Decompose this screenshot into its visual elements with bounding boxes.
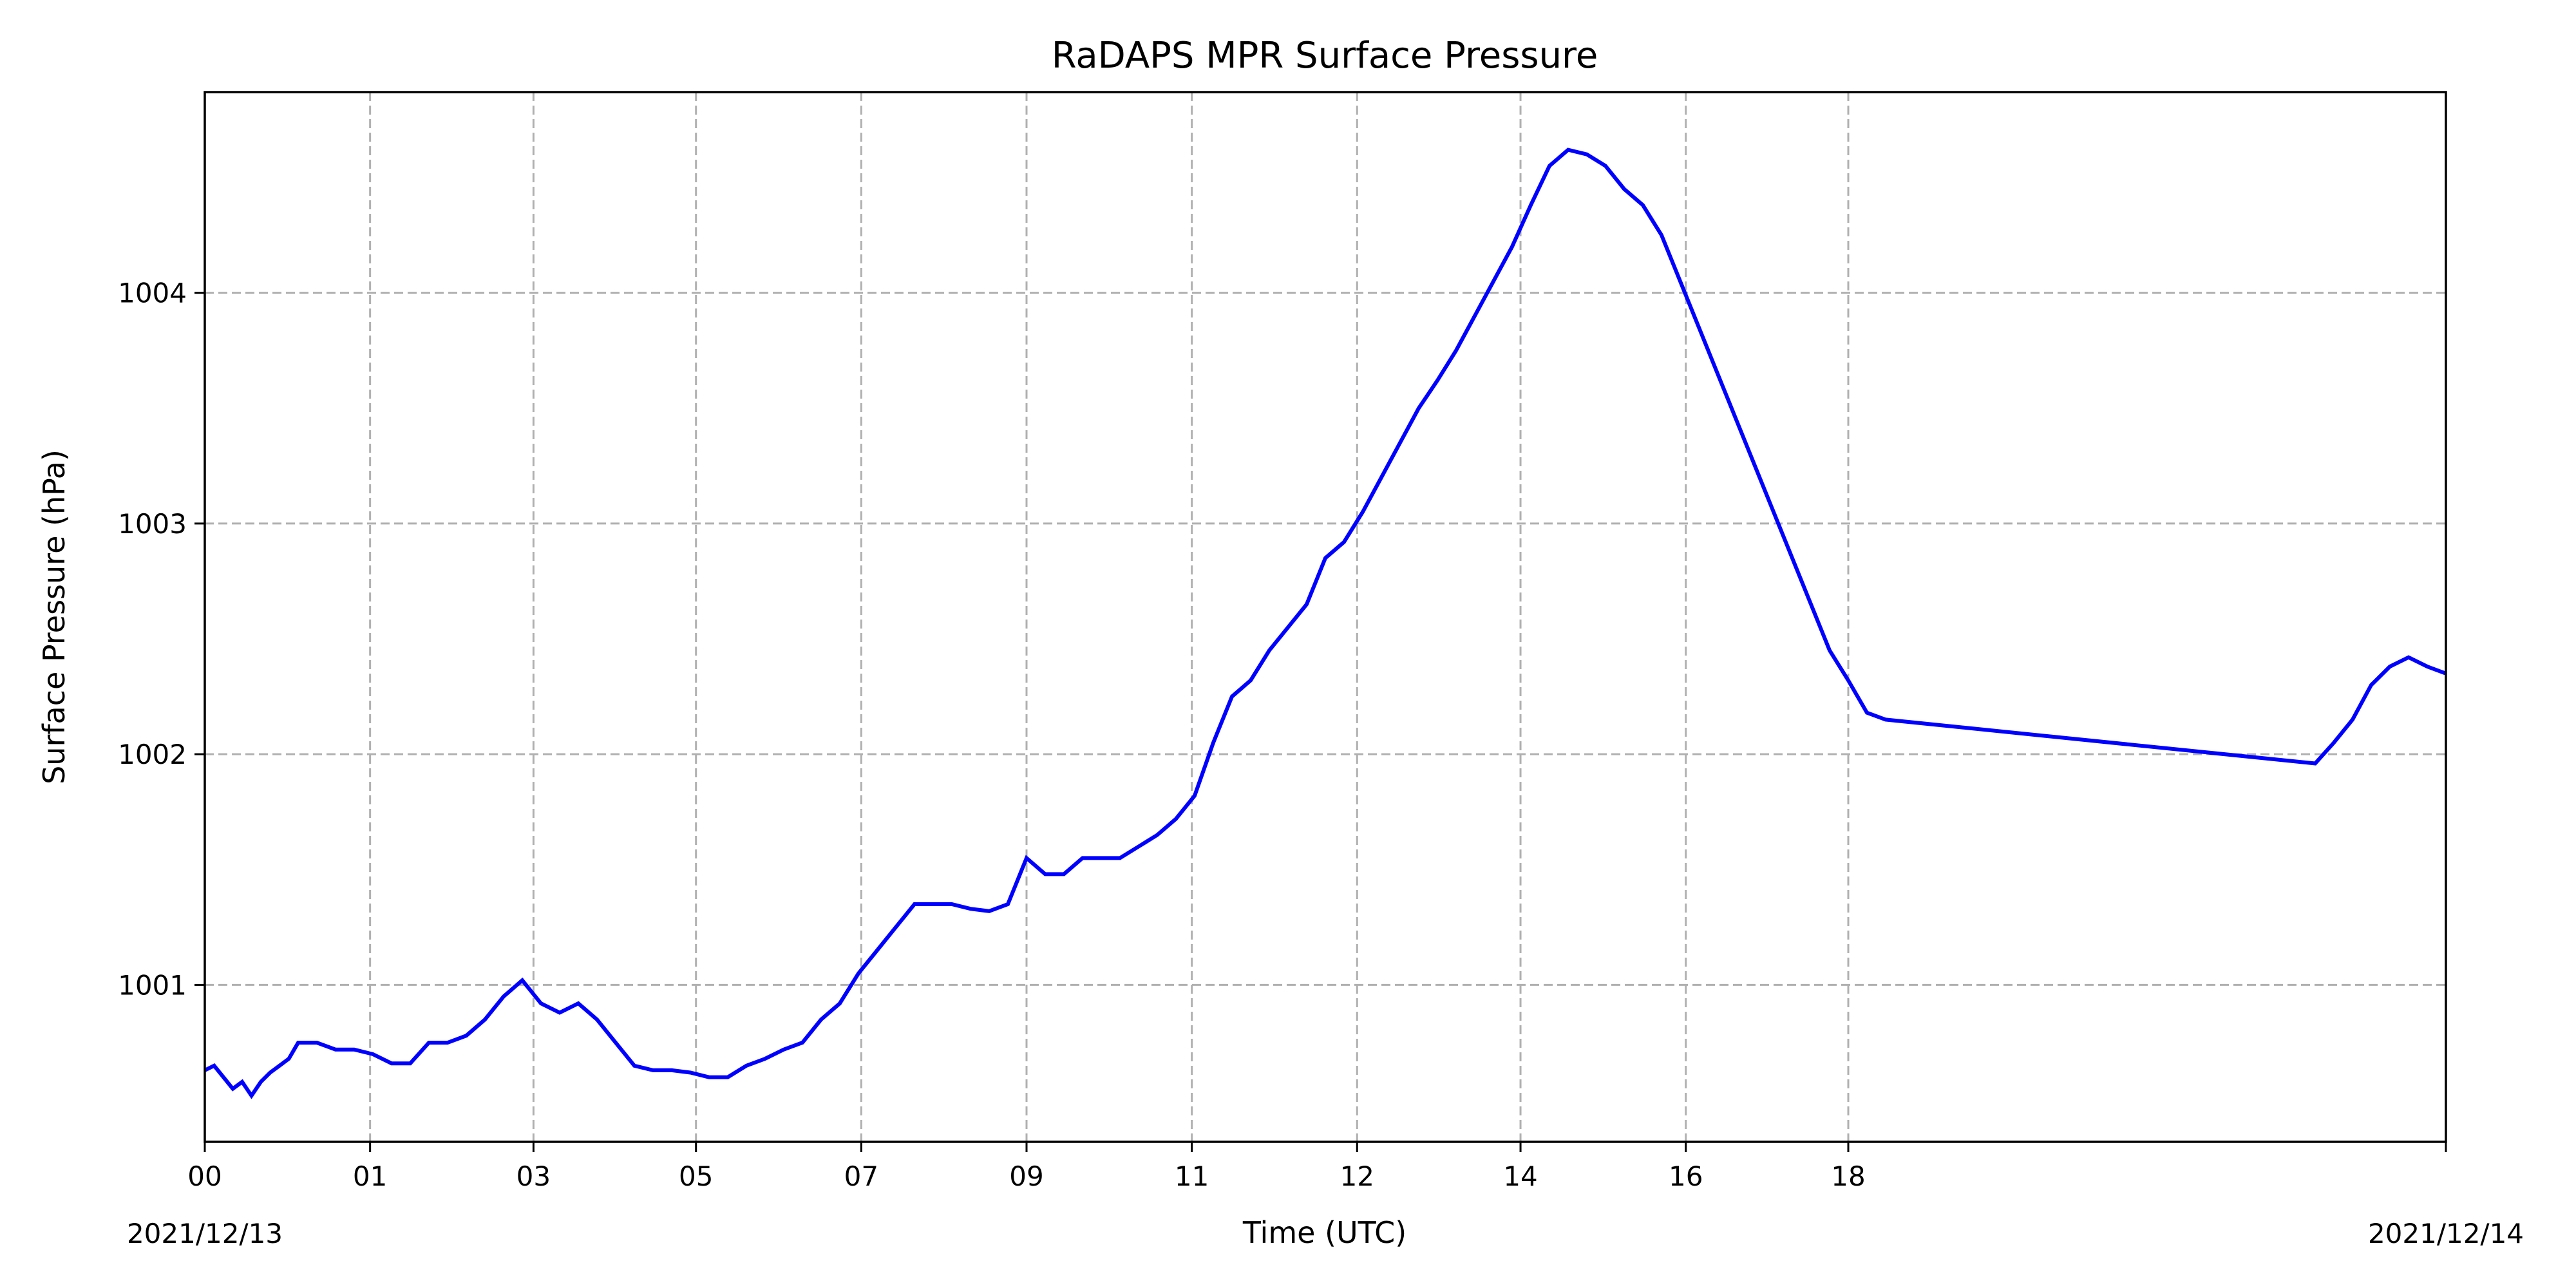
x-tick-label: 01	[353, 1160, 387, 1192]
y-tick-label: 1002	[118, 739, 187, 770]
y-axis-label: Surface Pressure (hPa)	[37, 450, 71, 784]
x-tick-label: 16	[1669, 1160, 1703, 1192]
x-tick-label: 14	[1503, 1160, 1537, 1192]
x-tick-label: 05	[679, 1160, 713, 1192]
series-line-surface-pressure	[204, 147, 2447, 1099]
date-start-label: 2021/12/13	[127, 1218, 283, 1249]
grid-layer	[205, 92, 2446, 1142]
y-tick-label: 1003	[118, 508, 187, 540]
tick-layer: 00 01 03 05 07 09 11 12 14 16 18 1001 1002 1003 1004	[118, 278, 2447, 1192]
y-tick-label: 1001	[118, 969, 187, 1001]
x-axis-label: Time (UTC)	[1242, 1215, 1406, 1250]
y-tick-label: 1004	[118, 278, 187, 309]
date-end-label: 2021/12/14	[2368, 1218, 2524, 1249]
plot-frame	[204, 91, 2447, 1143]
x-tick-label: 03	[516, 1160, 551, 1192]
series-layer	[204, 147, 2447, 1099]
x-tick-label: 07	[844, 1160, 878, 1192]
x-tick-label: 18	[1831, 1160, 1865, 1192]
x-tick-label: 12	[1340, 1160, 1374, 1192]
x-tick-label: 11	[1175, 1160, 1209, 1192]
x-tick-label: 00	[187, 1160, 222, 1192]
chart-title: RaDAPS MPR Surface Pressure	[1052, 35, 1598, 77]
x-tick-label: 09	[1009, 1160, 1043, 1192]
